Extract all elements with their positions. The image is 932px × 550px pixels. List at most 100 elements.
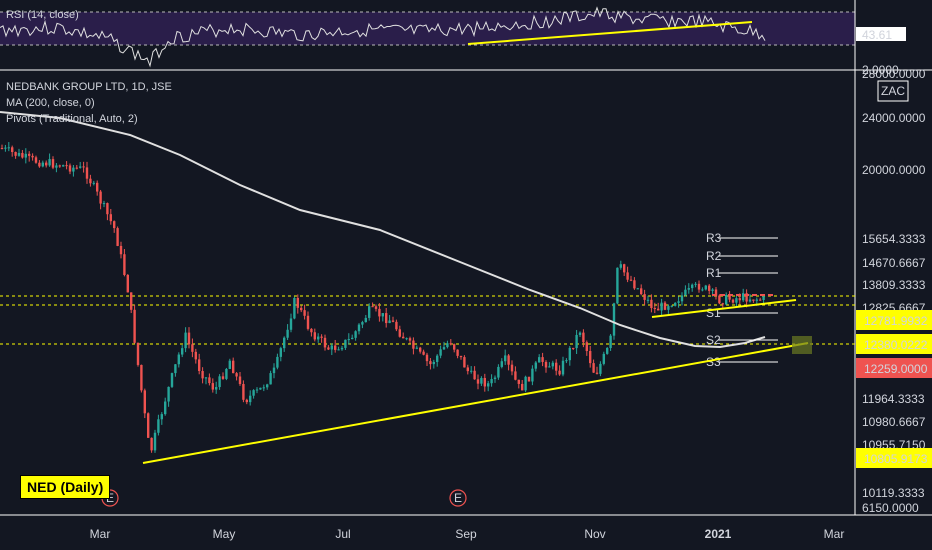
candle-body — [568, 347, 571, 361]
candle-body — [483, 377, 486, 387]
candle-body — [160, 414, 163, 420]
price-label-text: 12781.9932 — [864, 314, 928, 328]
legend-ma: MA (200, close, 0) — [6, 97, 95, 109]
candle-body — [419, 347, 422, 352]
candle-body — [527, 376, 531, 382]
candle-body — [48, 159, 51, 166]
candle-body — [116, 228, 119, 246]
candle-body — [303, 310, 306, 316]
candle-body — [497, 366, 500, 378]
candle-body — [238, 376, 242, 384]
candle-body — [575, 334, 578, 349]
candle-body — [677, 301, 680, 303]
candle-body — [347, 339, 350, 341]
candle-body — [504, 355, 507, 362]
candle-body — [351, 337, 354, 340]
candle-body — [650, 299, 653, 309]
candle-body — [289, 318, 293, 330]
candle-body — [340, 347, 344, 350]
candle-body — [633, 280, 636, 289]
candle-body — [534, 362, 537, 369]
candle-body — [198, 359, 201, 372]
candle-body — [262, 387, 265, 389]
candle-body — [514, 371, 517, 380]
candle-body — [578, 332, 582, 335]
candle-body — [738, 298, 741, 301]
candle-body — [402, 336, 405, 339]
y-axis-price-labels: 12781.9932 12380.0222 12259.0000 10805.9173 — [856, 310, 932, 468]
x-tick-label: Nov — [584, 527, 605, 541]
price-label-badge — [856, 334, 932, 354]
candle-body — [391, 320, 395, 322]
candle-body — [313, 332, 316, 340]
rsi-value-label: 43.61 — [862, 28, 892, 42]
candle-body — [140, 364, 143, 391]
candle-body — [164, 401, 167, 415]
candle-body — [28, 153, 31, 156]
pivot-label-r3: R3 — [706, 231, 722, 245]
candle-body — [449, 343, 452, 345]
candle-body — [551, 362, 554, 367]
candle-body — [602, 353, 605, 364]
candle-body — [4, 147, 7, 149]
price-label-badge — [856, 310, 932, 330]
rsi-legend: RSI (14, close) — [6, 9, 79, 21]
candle-body — [517, 379, 520, 384]
y-tick-label: 11964.3333 — [862, 392, 925, 406]
candle-body — [344, 339, 347, 348]
candle-body — [470, 370, 473, 372]
candle-body — [184, 332, 187, 349]
candle-body — [388, 320, 391, 324]
x-tick-label: Mar — [824, 527, 845, 541]
candle-body — [524, 376, 527, 391]
candle-body — [269, 373, 272, 385]
earnings-marker-2[interactable] — [449, 489, 467, 507]
candle-body — [126, 274, 129, 293]
currency-box[interactable] — [877, 80, 909, 102]
x-tick-label: Mar — [90, 527, 111, 541]
candle-body — [92, 182, 95, 184]
candle-body — [595, 372, 599, 374]
candle-body — [225, 368, 228, 379]
candle-body — [123, 254, 126, 275]
ma-200-line — [0, 111, 766, 349]
price-label-badge — [856, 448, 932, 468]
candle-body — [232, 360, 235, 374]
candle-body — [538, 357, 541, 363]
candle-body — [694, 283, 697, 285]
candle-body — [429, 361, 432, 365]
candle-body — [582, 332, 585, 343]
candle-body — [667, 306, 670, 310]
candle-body — [463, 357, 466, 368]
candle-body — [34, 157, 38, 163]
candle-body — [425, 354, 429, 362]
candle-body — [385, 313, 388, 324]
candle-body — [456, 349, 459, 356]
x-tick-label: 2021 — [705, 527, 732, 541]
candle-body — [432, 361, 435, 365]
candle-body — [531, 368, 534, 382]
price-label-text: 10805.9173 — [864, 452, 928, 466]
candle-body — [167, 386, 170, 402]
candle-body — [405, 338, 408, 340]
target-zone — [792, 336, 812, 354]
candle-body — [398, 329, 401, 337]
candle-body — [357, 324, 361, 332]
candle-body — [626, 272, 629, 280]
candle-body — [89, 178, 92, 184]
candle-body — [14, 151, 17, 156]
price-label-text: 12259.0000 — [864, 362, 928, 376]
candle-body — [215, 387, 218, 390]
candle-body — [310, 328, 313, 333]
candle-body — [735, 298, 738, 303]
y-tick-label: 15654.3333 — [862, 232, 926, 246]
candle-body — [266, 384, 269, 388]
y-tick-label: 14670.6667 — [862, 256, 926, 270]
candle-body — [323, 337, 327, 348]
candle-body — [130, 292, 133, 310]
candle-body — [759, 299, 762, 301]
candle-body — [31, 155, 34, 158]
symbol-tag: NED (Daily) — [20, 475, 111, 499]
candle-body — [612, 303, 616, 336]
